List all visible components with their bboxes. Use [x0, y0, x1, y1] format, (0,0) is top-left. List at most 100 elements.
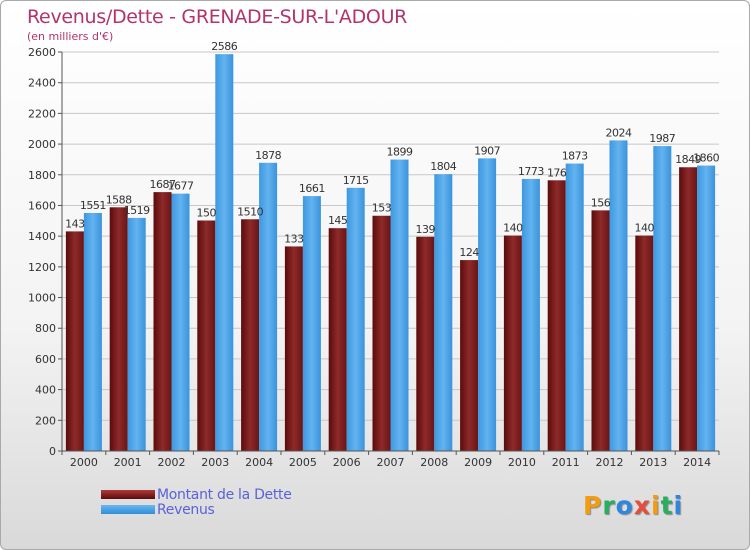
x-tick-label: 2002 — [158, 456, 186, 469]
data-label: 150 — [197, 207, 217, 220]
data-label: 143 — [65, 217, 85, 230]
data-label: 133 — [284, 232, 304, 245]
bar-dette — [591, 210, 610, 451]
y-tick-label: 1000 — [28, 292, 56, 305]
y-tick-label: 2000 — [28, 138, 56, 151]
legend-item-dette: Montant de la Dette — [101, 486, 292, 503]
legend-label-dette: Montant de la Dette — [157, 486, 292, 503]
bar-revenus — [478, 158, 497, 451]
bar-dette — [679, 167, 698, 451]
bar-dette — [328, 228, 347, 451]
y-tick-label: 600 — [35, 353, 56, 366]
bars — [65, 54, 716, 452]
bar-revenus — [653, 146, 672, 451]
data-label: 140 — [503, 222, 523, 235]
bar-revenus — [259, 162, 278, 451]
x-tick-label: 2014 — [683, 456, 711, 469]
bar-revenus — [346, 187, 365, 451]
bar-revenus — [521, 178, 540, 451]
legend-swatch-dette — [101, 490, 155, 499]
data-label: 156 — [591, 196, 611, 209]
bar-revenus — [83, 212, 102, 451]
bar-dette — [503, 235, 522, 451]
bar-revenus — [171, 193, 190, 451]
bar-dette — [197, 220, 216, 451]
data-label: 153 — [372, 202, 392, 215]
y-tick-label: 1400 — [28, 230, 56, 243]
x-tick-label: 2009 — [464, 456, 492, 469]
legend: Montant de la Dette Revenus — [101, 486, 292, 518]
data-label: 1551 — [80, 199, 106, 212]
axes: 0 200 400 600 800 1000 1200 1400 1600 1800 2000 220… — [28, 46, 720, 469]
x-tick-label: 2005 — [289, 456, 317, 469]
bar-dette — [153, 192, 172, 451]
data-label: 1687 — [150, 178, 176, 191]
bar-revenus — [565, 163, 584, 452]
bar-dette — [547, 180, 566, 452]
data-label: 1899 — [387, 146, 413, 159]
x-tick-label: 2011 — [552, 456, 580, 469]
data-label: 1677 — [168, 180, 194, 193]
data-label: 139 — [416, 223, 436, 236]
proxiti-logo: Proxiti — [583, 491, 684, 520]
bar-dette — [65, 231, 84, 451]
bar-dette — [416, 236, 435, 451]
bar-revenus — [302, 196, 321, 451]
y-tick-label: 0 — [49, 445, 56, 458]
y-tick-label: 2200 — [28, 107, 56, 120]
data-label: 145 — [328, 214, 348, 227]
bar-revenus — [609, 140, 628, 451]
data-label: 1907 — [474, 144, 500, 157]
bar-revenus — [127, 217, 146, 451]
data-label: 140 — [635, 222, 655, 235]
data-label: 1878 — [255, 149, 281, 162]
data-label: 1849 — [675, 153, 701, 166]
y-tick-label: 200 — [35, 414, 56, 427]
data-label: 1510 — [237, 205, 263, 218]
data-label: 1519 — [124, 204, 150, 217]
bar-dette — [284, 246, 303, 451]
data-label: 176 — [547, 166, 567, 179]
x-tick-label: 2001 — [114, 456, 142, 469]
chart-subtitle: (en milliers d'€) — [27, 30, 114, 43]
x-tick-label: 2003 — [201, 456, 229, 469]
data-label: 1860 — [693, 152, 719, 165]
bar-dette — [635, 235, 654, 451]
x-tick-label: 2008 — [420, 456, 448, 469]
x-tick-label: 2013 — [639, 456, 667, 469]
y-tick-label: 400 — [35, 384, 56, 397]
data-label: 1804 — [430, 160, 456, 173]
bar-dette — [372, 215, 391, 451]
legend-item-revenus: Revenus — [101, 501, 292, 518]
data-label: 1773 — [518, 165, 544, 178]
y-tick-label: 800 — [35, 322, 56, 335]
data-label: 2586 — [211, 40, 237, 53]
chart-title: Revenus/Dette - GRENADE-SUR-L'ADOUR — [27, 6, 408, 28]
bar-revenus — [215, 54, 234, 451]
y-tick-label: 1600 — [28, 199, 56, 212]
data-label: 2024 — [606, 126, 632, 139]
x-tick-label: 2000 — [70, 456, 98, 469]
data-label: 1987 — [649, 132, 675, 145]
bar-dette — [241, 219, 260, 451]
bar-revenus — [697, 165, 716, 452]
y-tick-label: 2400 — [28, 77, 56, 90]
data-label: 1661 — [299, 182, 325, 195]
y-tick-label: 2600 — [28, 46, 56, 59]
x-tick-label: 2007 — [377, 456, 405, 469]
x-tick-label: 2006 — [333, 456, 361, 469]
data-label: 1715 — [343, 174, 369, 187]
y-tick-label: 1800 — [28, 169, 56, 182]
bar-dette — [460, 260, 479, 451]
legend-swatch-revenus — [101, 505, 155, 514]
y-tick-label: 1200 — [28, 261, 56, 274]
bar-revenus — [434, 174, 453, 451]
x-tick-label: 2012 — [596, 456, 624, 469]
legend-label-revenus: Revenus — [157, 501, 215, 518]
data-label: 1873 — [562, 150, 588, 163]
bar-dette — [109, 207, 128, 451]
x-tick-label: 2010 — [508, 456, 536, 469]
